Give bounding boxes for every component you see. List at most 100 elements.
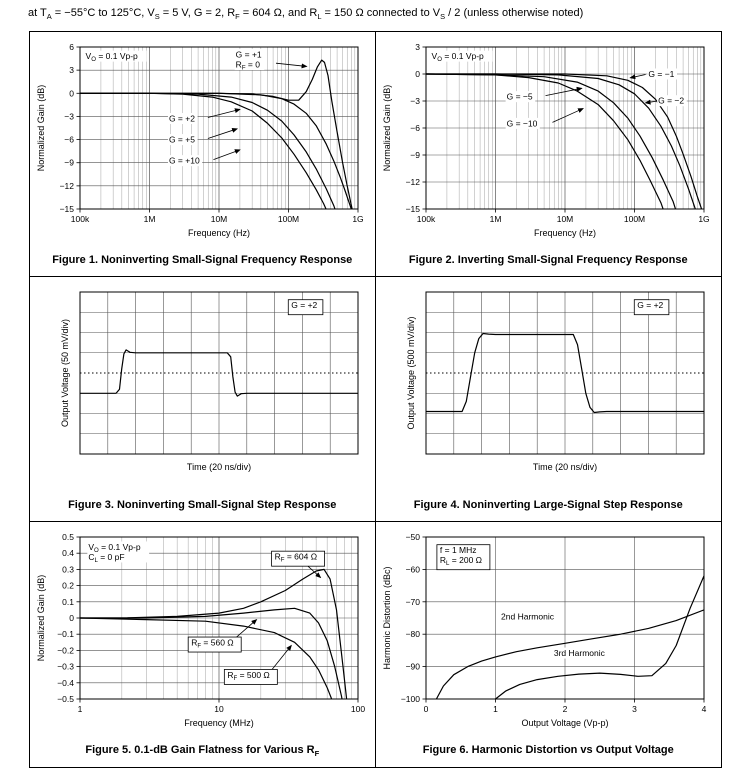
- svg-text:VO = 0.1 Vp-p: VO = 0.1 Vp-p: [89, 542, 142, 554]
- svg-text:0: 0: [70, 613, 75, 623]
- figures-grid: 100k 1M 10M 100M 1G 6 3 0 −3 −6 −9 −12 −15 Frequency …: [29, 31, 722, 768]
- svg-text:−0.3: −0.3: [57, 662, 74, 672]
- svg-text:4: 4: [702, 704, 707, 714]
- svg-text:−6: −6: [65, 135, 75, 145]
- svg-text:RL = 200 Ω: RL = 200 Ω: [440, 555, 482, 567]
- svg-text:G = −5: G = −5: [507, 92, 533, 102]
- svg-text:1M: 1M: [144, 214, 156, 224]
- figure-cell-3: Time (20 ns/div) Output Voltage (50 mV/di…: [30, 277, 376, 522]
- svg-text:−0.5: −0.5: [57, 694, 74, 704]
- svg-text:RF = 560 Ω: RF = 560 Ω: [191, 638, 233, 650]
- svg-text:−9: −9: [411, 150, 421, 160]
- svg-text:3: 3: [70, 65, 75, 75]
- svg-text:−50: −50: [406, 532, 421, 542]
- svg-text:Time (20 ns/div): Time (20 ns/div): [187, 462, 251, 472]
- svg-text:0: 0: [416, 69, 421, 79]
- figure-cell-6: 0 1 2 3 4 −50 −60 −70 −80 −90 −100 Output Voltage (…: [376, 522, 722, 767]
- svg-text:−80: −80: [406, 629, 421, 639]
- figure6-chart: 0 1 2 3 4 −50 −60 −70 −80 −90 −100 Output Voltage (…: [382, 532, 707, 728]
- svg-text:G = +2: G = +2: [169, 114, 195, 124]
- svg-text:0.1: 0.1: [62, 597, 74, 607]
- svg-text:−70: −70: [406, 597, 421, 607]
- svg-text:G = +2: G = +2: [292, 300, 318, 310]
- svg-text:−90: −90: [406, 662, 421, 672]
- svg-text:6: 6: [70, 42, 75, 52]
- svg-text:2nd Harmonic: 2nd Harmonic: [501, 612, 555, 622]
- figure2-caption: Figure 2. Inverting Small-Signal Frequen…: [408, 254, 688, 266]
- svg-text:−60: −60: [406, 564, 421, 574]
- svg-text:3: 3: [632, 704, 637, 714]
- svg-text:G = −10: G = −10: [507, 118, 538, 128]
- svg-text:Output Voltage (Vp-p): Output Voltage (Vp-p): [522, 718, 609, 728]
- svg-text:1: 1: [493, 704, 498, 714]
- svg-text:Output Voltage (500 mV/div): Output Voltage (500 mV/div): [406, 316, 416, 429]
- figure-cell-2: 100k 1M 10M 100M 1G 3 0 −3 −6 −9 −12 −15 Frequency (…: [375, 32, 721, 277]
- svg-text:2: 2: [563, 704, 568, 714]
- svg-text:RF = 0: RF = 0: [236, 60, 261, 72]
- svg-text:f = 1 MHz: f = 1 MHz: [440, 545, 477, 555]
- svg-text:Normalized Gain (dB): Normalized Gain (dB): [382, 85, 392, 172]
- svg-text:CL = 0 pF: CL = 0 pF: [89, 552, 125, 564]
- figure4-chart: Time (20 ns/div) Output Voltage (500 mV/d…: [406, 291, 705, 472]
- figure3-caption: Figure 3. Noninverting Small-Signal Step…: [68, 499, 337, 511]
- figure2-chart: 100k 1M 10M 100M 1G 3 0 −3 −6 −9 −12 −15 Frequency (…: [382, 42, 710, 238]
- svg-text:0: 0: [424, 704, 429, 714]
- svg-text:−12: −12: [406, 177, 421, 187]
- figure3-chart: Time (20 ns/div) Output Voltage (50 mV/di…: [60, 291, 359, 472]
- svg-text:VO = 0.1 Vp-p: VO = 0.1 Vp-p: [432, 51, 485, 63]
- svg-text:Time (20 ns/div): Time (20 ns/div): [533, 462, 597, 472]
- svg-text:0.5: 0.5: [62, 532, 74, 542]
- svg-text:−0.2: −0.2: [57, 645, 74, 655]
- svg-text:100M: 100M: [624, 214, 645, 224]
- svg-text:0.4: 0.4: [62, 548, 74, 558]
- figure-cell-4: Time (20 ns/div) Output Voltage (500 mV/d…: [375, 277, 721, 522]
- svg-text:G = −2: G = −2: [658, 96, 684, 106]
- svg-text:Output Voltage (50 mV/div): Output Voltage (50 mV/div): [60, 319, 70, 427]
- svg-text:0: 0: [70, 88, 75, 98]
- svg-text:Normalized Gain (dB): Normalized Gain (dB): [36, 85, 46, 172]
- svg-text:1G: 1G: [353, 214, 364, 224]
- svg-text:100k: 100k: [417, 214, 436, 224]
- svg-text:−3: −3: [65, 111, 75, 121]
- svg-text:G = +5: G = +5: [169, 135, 195, 145]
- svg-text:0.2: 0.2: [62, 581, 74, 591]
- svg-text:G = −1: G = −1: [649, 69, 675, 79]
- figure-cell-1: 100k 1M 10M 100M 1G 6 3 0 −3 −6 −9 −12 −15 Frequency …: [30, 32, 376, 277]
- svg-text:VO = 0.1 Vp-p: VO = 0.1 Vp-p: [86, 51, 139, 63]
- svg-text:10: 10: [215, 704, 225, 714]
- svg-text:−0.4: −0.4: [57, 678, 74, 688]
- svg-text:100k: 100k: [71, 214, 90, 224]
- figure5-chart: 1 10 100 0.5 0.4 0.3 0.2 0.1 0 −0.1 −0.2 −0.3 −0.4 −0…: [36, 532, 365, 728]
- svg-text:10M: 10M: [211, 214, 228, 224]
- svg-text:3: 3: [416, 42, 421, 52]
- svg-text:100M: 100M: [278, 214, 299, 224]
- svg-text:10M: 10M: [557, 214, 574, 224]
- svg-text:Harmonic Distortion (dBc): Harmonic Distortion (dBc): [382, 566, 392, 669]
- svg-text:G = +1: G = +1: [236, 50, 262, 60]
- svg-text:−15: −15: [406, 204, 421, 214]
- figure1-caption: Figure 1. Noninverting Small-Signal Freq…: [52, 254, 353, 266]
- figure6-caption: Figure 6. Harmonic Distortion vs Output …: [422, 744, 674, 756]
- svg-text:1: 1: [78, 704, 83, 714]
- svg-text:−0.1: −0.1: [57, 629, 74, 639]
- svg-text:Frequency (MHz): Frequency (MHz): [184, 718, 254, 728]
- svg-text:1M: 1M: [490, 214, 502, 224]
- svg-text:0.3: 0.3: [62, 564, 74, 574]
- figure4-caption: Figure 4. Noninverting Large-Signal Step…: [413, 499, 683, 511]
- svg-text:−100: −100: [401, 694, 420, 704]
- svg-text:RF = 500 Ω: RF = 500 Ω: [228, 670, 270, 682]
- svg-text:G = +2: G = +2: [638, 300, 664, 310]
- svg-text:RF = 604 Ω: RF = 604 Ω: [275, 552, 317, 564]
- figure5-caption: Figure 5. 0.1-dB Gain Flatness for Vario…: [85, 744, 320, 759]
- svg-text:3rd Harmonic: 3rd Harmonic: [554, 648, 606, 658]
- svg-text:−9: −9: [65, 158, 75, 168]
- svg-text:Frequency (Hz): Frequency (Hz): [188, 228, 250, 238]
- figure1-chart: 100k 1M 10M 100M 1G 6 3 0 −3 −6 −9 −12 −15 Frequency …: [36, 42, 364, 238]
- svg-text:−6: −6: [411, 123, 421, 133]
- svg-text:−15: −15: [60, 204, 75, 214]
- svg-text:100: 100: [351, 704, 365, 714]
- svg-text:Frequency (Hz): Frequency (Hz): [534, 228, 596, 238]
- svg-text:Normalized Gain (dB): Normalized Gain (dB): [36, 575, 46, 662]
- conditions-header: at TA = −55°C to 125°C, VS = 5 V, G = 2,…: [28, 7, 584, 22]
- figure-cell-5: 1 10 100 0.5 0.4 0.3 0.2 0.1 0 −0.1 −0.2 −0.3 −0.4 −0…: [30, 522, 376, 767]
